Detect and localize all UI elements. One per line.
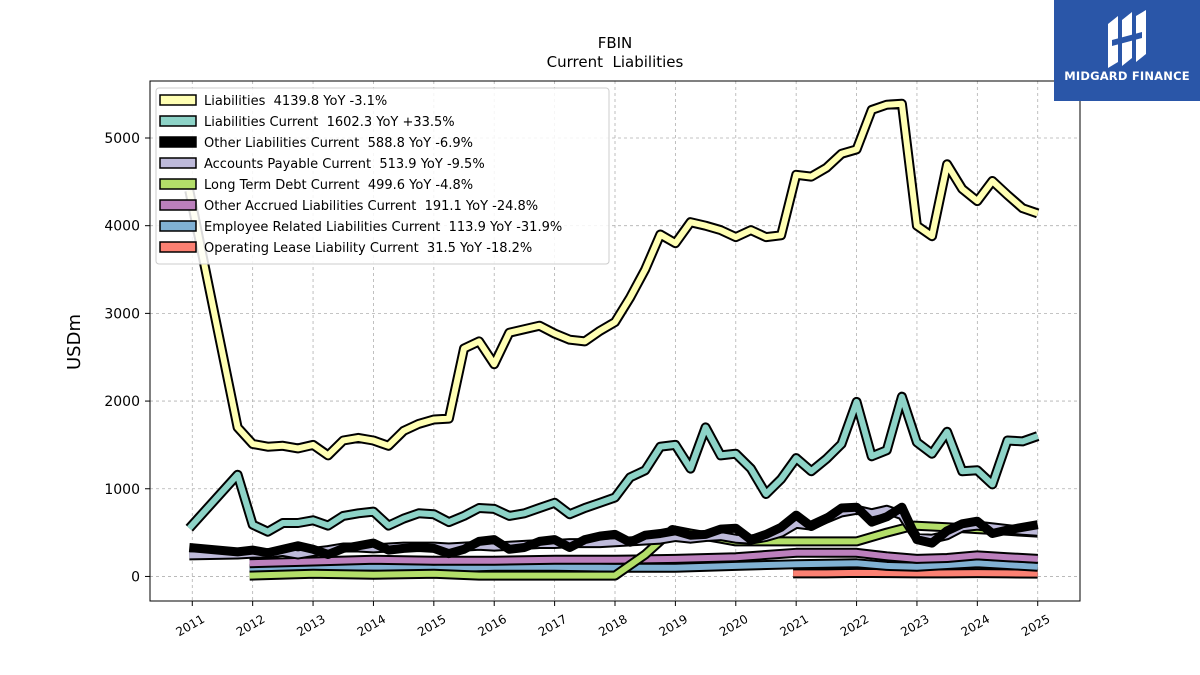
legend-swatch xyxy=(159,241,197,253)
x-tick-label: 2021 xyxy=(777,612,810,639)
x-tick-label: 2020 xyxy=(717,612,750,639)
y-tick-label: 5000 xyxy=(104,131,140,147)
series-stroke xyxy=(187,393,1039,535)
x-tick-label: 2012 xyxy=(234,612,267,639)
series-line xyxy=(249,558,1038,575)
x-tick-label: 2018 xyxy=(596,612,629,639)
series-stroke xyxy=(249,560,1038,573)
x-tick-label: 2013 xyxy=(294,612,327,639)
series-line xyxy=(188,502,1039,559)
x-tick-label: 2019 xyxy=(657,612,690,639)
legend-swatch xyxy=(159,157,197,169)
y-tick-label: 4000 xyxy=(104,219,140,235)
legend-swatch xyxy=(159,94,197,106)
series-stroke xyxy=(793,569,1038,577)
series-line xyxy=(184,98,1040,461)
legend-swatch xyxy=(159,136,197,148)
x-tick-label: 2015 xyxy=(415,612,448,639)
x-tick-label: 2024 xyxy=(959,612,992,639)
legend-swatch xyxy=(159,115,197,127)
series-line xyxy=(249,547,1038,569)
legend-swatch xyxy=(159,178,197,190)
chart-subtitle: Current Liabilities xyxy=(547,53,684,71)
legend-label: Other Accrued Liabilities Current 191.1 … xyxy=(204,199,538,214)
legend-label: Liabilities 4139.8 YoY -3.1% xyxy=(204,94,387,109)
series-line xyxy=(793,567,1038,579)
legend: Liabilities 4139.8 YoY -3.1% Liabilities … xyxy=(155,87,610,265)
y-tick-label: 2000 xyxy=(104,394,140,410)
legend-label: Long Term Debt Current 499.6 YoY -4.8% xyxy=(204,178,473,193)
y-tick-label: 3000 xyxy=(104,306,140,322)
logo-mark-icon xyxy=(1108,10,1146,68)
series-stroke xyxy=(186,100,1039,459)
chart-title: FBIN xyxy=(598,34,633,52)
y-tick-label: 0 xyxy=(131,569,140,585)
series-layer xyxy=(184,98,1040,581)
legend-label: Other Liabilities Current 588.8 YoY -6.9… xyxy=(204,136,473,151)
legend-swatch xyxy=(159,199,197,211)
x-tick-label: 2011 xyxy=(174,612,207,639)
legend-swatch xyxy=(159,220,197,232)
series-stroke xyxy=(188,502,1039,559)
y-tick-label: 1000 xyxy=(104,482,140,498)
legend-box xyxy=(155,87,610,265)
legend-label: Operating Lease Liability Current 31.5 Y… xyxy=(204,241,532,256)
x-tick-label: 2025 xyxy=(1019,612,1052,639)
series-stroke xyxy=(249,549,1038,567)
x-tick-label: 2022 xyxy=(838,612,871,639)
x-tick-label: 2014 xyxy=(355,612,388,639)
y-axis-label: USDm xyxy=(64,314,85,370)
midgard-finance-logo: MIDGARD FINANCE xyxy=(1054,0,1200,101)
legend-label: Liabilities Current 1602.3 YoY +33.5% xyxy=(204,115,455,130)
legend-label: Accounts Payable Current 513.9 YoY -9.5% xyxy=(204,157,485,172)
series-line xyxy=(185,391,1040,537)
legend-label: Employee Related Liabilities Current 113… xyxy=(204,220,562,235)
x-tick-label: 2017 xyxy=(536,612,569,639)
x-tick-label: 2023 xyxy=(898,612,931,639)
x-tick-label: 2016 xyxy=(475,612,508,639)
logo-text: MIDGARD FINANCE xyxy=(1064,69,1190,83)
